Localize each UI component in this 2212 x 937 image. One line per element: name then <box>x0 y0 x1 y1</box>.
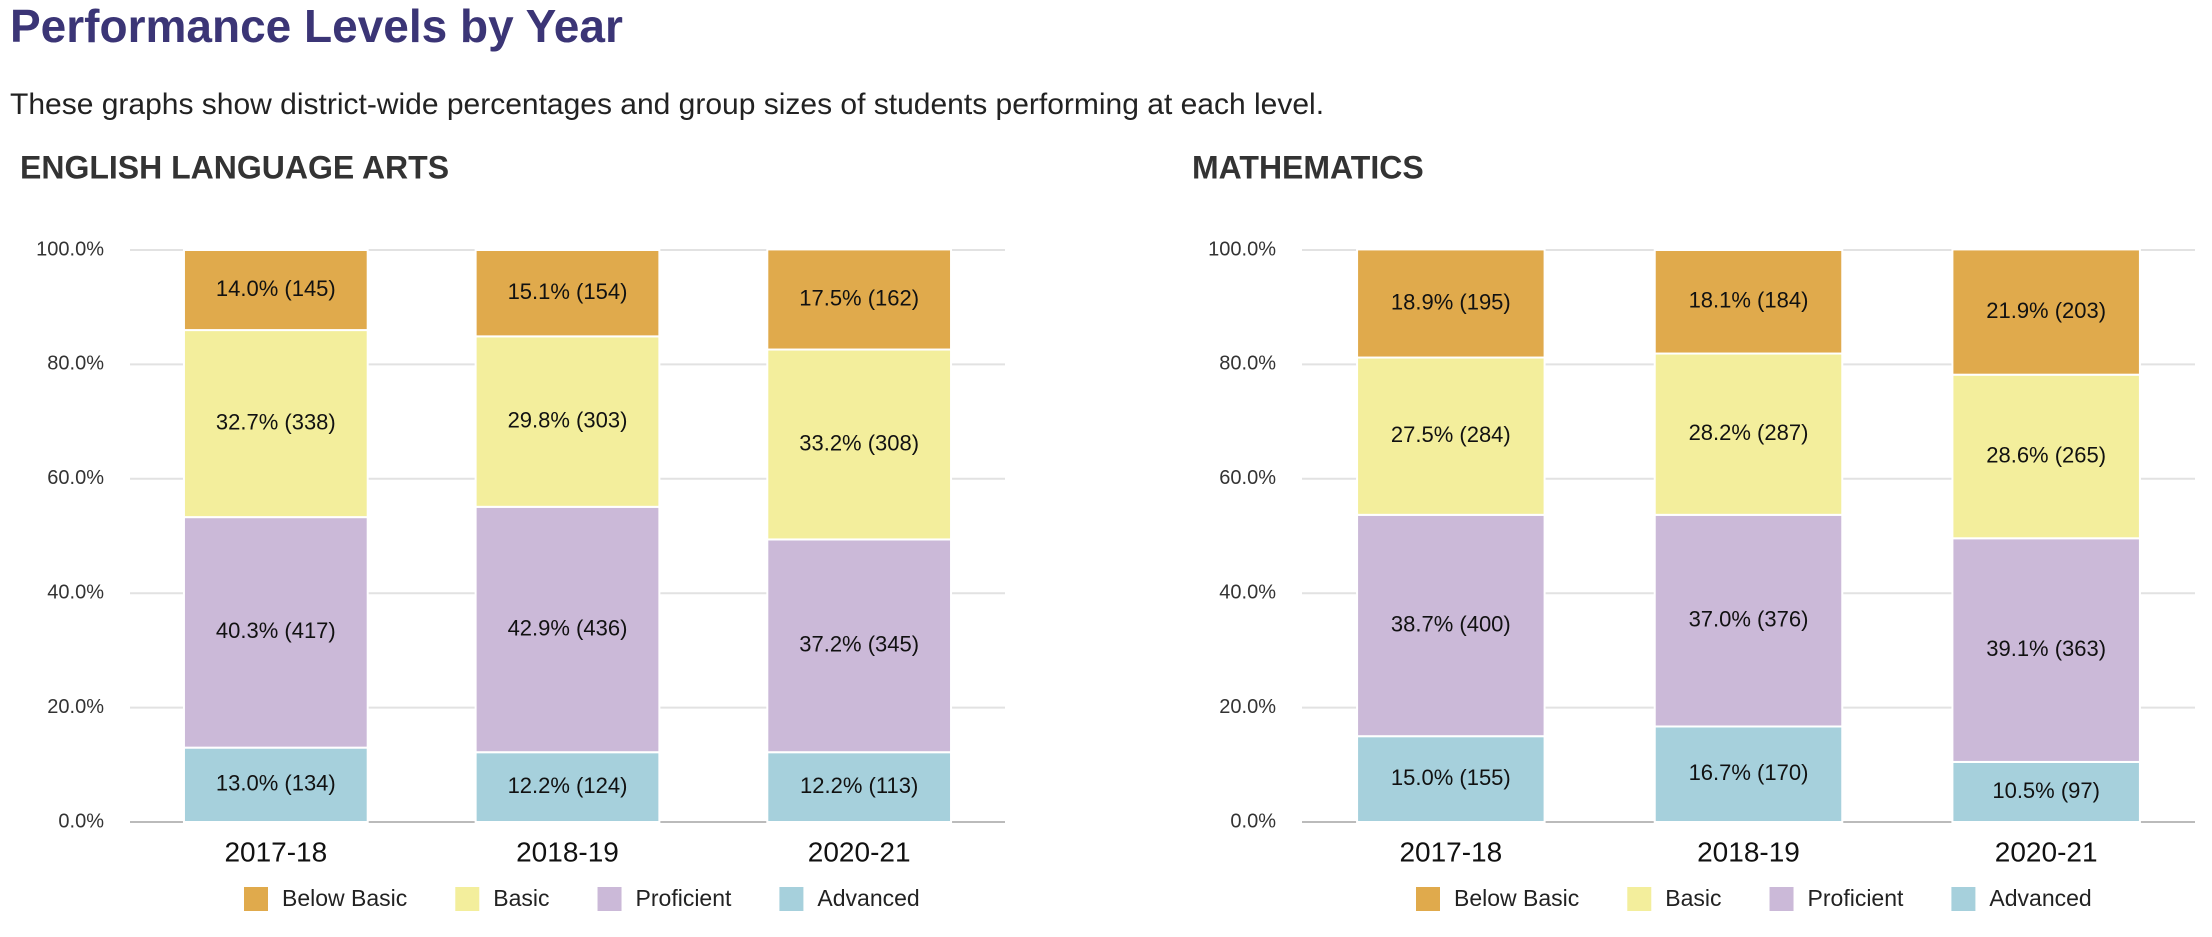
data-label: 33.2% (308) <box>799 430 919 455</box>
bar-segment <box>1653 249 1844 355</box>
legend-label: Basic <box>1665 885 1721 911</box>
y-tick-label: 100.0% <box>36 238 104 260</box>
y-tick-label: 60.0% <box>47 467 104 489</box>
data-label: 13.0% (134) <box>216 771 336 796</box>
bar-segment <box>474 751 661 823</box>
data-label: 18.1% (184) <box>1689 288 1809 313</box>
bar-segment <box>1653 513 1844 728</box>
x-tick-label: 2018-19 <box>1697 836 1800 867</box>
data-label: 14.0% (145) <box>216 276 336 301</box>
data-label: 40.3% (417) <box>216 618 336 643</box>
data-label: 29.8% (303) <box>508 407 628 432</box>
bar-segment <box>1356 735 1546 824</box>
bar-segment <box>182 516 369 749</box>
legend-swatch <box>1951 887 1976 911</box>
bar-segment <box>474 249 661 338</box>
bar-segment <box>1951 537 2141 763</box>
legend-label: Advanced <box>1989 885 2091 911</box>
data-label: 18.9% (195) <box>1391 289 1511 314</box>
x-tick-label: 2018-19 <box>516 836 619 867</box>
x-tick-label: 2017-18 <box>1399 836 1502 867</box>
bar-segment <box>182 746 369 824</box>
data-label: 15.1% (154) <box>508 279 628 304</box>
y-tick-label: 0.0% <box>58 810 104 832</box>
data-label: 10.5% (97) <box>1992 778 2100 803</box>
bar-segment <box>1356 248 1546 359</box>
page-title: Performance Levels by Year <box>10 0 623 52</box>
data-label: 27.5% (284) <box>1391 422 1511 447</box>
y-tick-label: 100.0% <box>1208 238 1276 260</box>
data-label: 32.7% (338) <box>216 409 336 434</box>
chart-title: MATHEMATICS <box>1192 149 1424 185</box>
data-label: 37.2% (345) <box>799 632 919 657</box>
data-label: 12.2% (113) <box>800 773 918 798</box>
bar-segment <box>1951 248 2141 376</box>
x-tick-label: 2020-21 <box>808 836 911 867</box>
data-label: 15.0% (155) <box>1391 765 1511 790</box>
bar-segment <box>1951 760 2141 824</box>
data-label: 12.2% (124) <box>508 773 628 798</box>
y-tick-label: 40.0% <box>1219 581 1276 603</box>
y-tick-label: 80.0% <box>1219 353 1276 375</box>
y-tick-label: 80.0% <box>47 353 104 375</box>
legend-label: Proficient <box>636 885 732 911</box>
data-label: 37.0% (376) <box>1689 606 1809 631</box>
data-label: 17.5% (162) <box>799 285 919 310</box>
bar-segment <box>1653 352 1844 516</box>
legend-label: Below Basic <box>1454 885 1579 911</box>
legend-label: Proficient <box>1808 885 1904 911</box>
data-label: 16.7% (170) <box>1689 760 1809 785</box>
data-label: 28.2% (287) <box>1689 420 1809 445</box>
bar-segment <box>1356 356 1546 516</box>
chart-title: ENGLISH LANGUAGE ARTS <box>20 149 449 185</box>
legend-label: Advanced <box>817 885 919 911</box>
bar-segment <box>766 538 953 754</box>
bar-segment <box>1951 373 2141 540</box>
x-tick-label: 2020-21 <box>1995 836 2098 867</box>
data-label: 42.9% (436) <box>508 615 628 640</box>
bar-segment <box>1356 513 1546 738</box>
bar-segment <box>182 329 369 519</box>
legend-swatch <box>779 887 804 911</box>
legend-label: Basic <box>493 885 549 911</box>
data-label: 38.7% (400) <box>1391 611 1511 636</box>
legend-swatch <box>597 887 622 911</box>
y-tick-label: 40.0% <box>47 581 104 603</box>
bar-segment <box>474 505 661 754</box>
x-tick-label: 2017-18 <box>224 836 327 867</box>
legend-swatch <box>1627 887 1652 911</box>
legend-swatch <box>244 887 268 911</box>
bar-segment <box>766 751 953 823</box>
data-label: 21.9% (203) <box>1986 298 2106 323</box>
data-label: 28.6% (265) <box>1986 442 2106 467</box>
bar-segment <box>182 249 369 332</box>
legend-swatch <box>1769 887 1794 911</box>
bar-segment <box>766 348 953 541</box>
data-label: 39.1% (363) <box>1986 636 2106 661</box>
legend-swatch <box>1416 887 1440 911</box>
legend-label: Below Basic <box>282 885 407 911</box>
y-tick-label: 60.0% <box>1219 467 1276 489</box>
y-tick-label: 20.0% <box>47 696 104 718</box>
legend-swatch <box>455 887 480 911</box>
bar-segment <box>766 248 953 351</box>
page-subtitle: These graphs show district-wide percenta… <box>10 88 1324 121</box>
y-tick-label: 0.0% <box>1230 810 1276 832</box>
bar-segment <box>474 335 661 508</box>
bar-segment <box>1653 725 1844 824</box>
y-tick-label: 20.0% <box>1219 696 1276 718</box>
